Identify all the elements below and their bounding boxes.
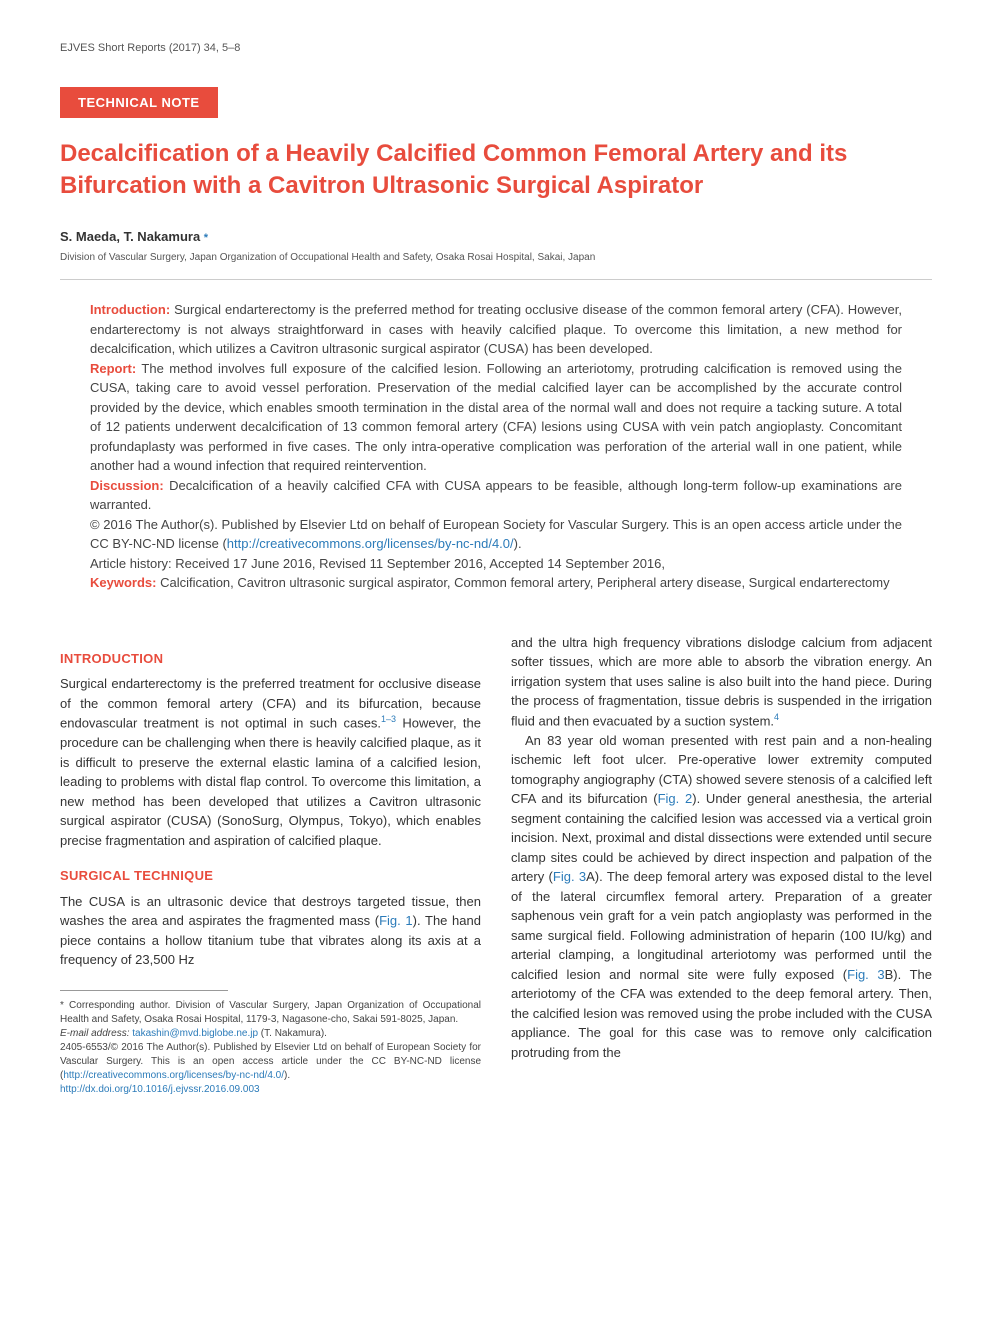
email-footnote: E-mail address: takashin@mvd.biglobe.ne.… xyxy=(60,1027,481,1041)
report-label: Report: xyxy=(90,361,136,376)
article-title: Decalcification of a Heavily Calcified C… xyxy=(60,138,932,203)
corresponding-mark: * xyxy=(204,232,208,244)
email-link[interactable]: takashin@mvd.biglobe.ne.jp xyxy=(129,1028,258,1039)
article-type-badge: TECHNICAL NOTE xyxy=(60,87,218,119)
abstract-discussion: Discussion: Decalcification of a heavily… xyxy=(90,476,902,515)
discussion-label: Discussion: xyxy=(90,478,164,493)
report-text: The method involves full exposure of the… xyxy=(90,361,902,474)
intro-heading: INTRODUCTION xyxy=(60,649,481,669)
keywords-row: Keywords: Calcification, Cavitron ultras… xyxy=(90,573,902,593)
fig2-link[interactable]: Fig. 2 xyxy=(658,791,693,806)
technique-heading: SURGICAL TECHNIQUE xyxy=(60,866,481,886)
footnote-separator xyxy=(60,990,228,991)
copyright-line: © 2016 The Author(s). Published by Elsev… xyxy=(90,515,902,554)
copyright-close: ). xyxy=(514,536,522,551)
col2-p1: and the ultra high frequency vibrations … xyxy=(511,633,932,731)
keywords-label: Keywords: xyxy=(90,575,156,590)
license-link[interactable]: http://creativecommons.org/licenses/by-n… xyxy=(227,536,514,551)
ref-1-3[interactable]: 1–3 xyxy=(381,714,396,724)
doi-footnote: http://dx.doi.org/10.1016/j.ejvssr.2016.… xyxy=(60,1083,481,1097)
right-column: and the ultra high frequency vibrations … xyxy=(511,633,932,1097)
discussion-text: Decalcification of a heavily calcified C… xyxy=(90,478,902,513)
keywords-text: Calcification, Cavitron ultrasonic surgi… xyxy=(156,575,889,590)
fig3b-link[interactable]: Fig. 3 xyxy=(847,967,885,982)
issn-license-link[interactable]: http://creativecommons.org/licenses/by-n… xyxy=(63,1070,284,1081)
col2-p1a: and the ultra high frequency vibrations … xyxy=(511,635,932,728)
corresponding-author-footnote: * Corresponding author. Division of Vasc… xyxy=(60,999,481,1027)
intro-label: Introduction: xyxy=(90,302,170,317)
abstract-intro: Introduction: Surgical endarterectomy is… xyxy=(90,300,902,359)
doi-link[interactable]: http://dx.doi.org/10.1016/j.ejvssr.2016.… xyxy=(60,1084,260,1095)
journal-citation: EJVES Short Reports (2017) 34, 5–8 xyxy=(60,40,932,57)
intro-paragraph: Surgical endarterectomy is the preferred… xyxy=(60,674,481,850)
fig3a-link[interactable]: Fig. 3 xyxy=(553,869,586,884)
email-label: E-mail address: xyxy=(60,1028,129,1039)
affiliation: Division of Vascular Surgery, Japan Orga… xyxy=(60,250,932,280)
col2-p2: An 83 year old woman presented with rest… xyxy=(511,731,932,1063)
abstract-report: Report: The method involves full exposur… xyxy=(90,359,902,476)
issn-close: ). xyxy=(284,1070,290,1081)
author-list: S. Maeda, T. Nakamura * xyxy=(60,227,932,247)
abstract-block: Introduction: Surgical endarterectomy is… xyxy=(60,300,932,613)
intro-p1b: However, the procedure can be challengin… xyxy=(60,716,481,848)
issn-footnote: 2405-6553/© 2016 The Author(s). Publishe… xyxy=(60,1041,481,1083)
left-column: INTRODUCTION Surgical endarterectomy is … xyxy=(60,633,481,1097)
article-history: Article history: Received 17 June 2016, … xyxy=(90,554,902,574)
fig1-link[interactable]: Fig. 1 xyxy=(379,913,413,928)
email-suffix: (T. Nakamura). xyxy=(258,1028,327,1039)
ref-4[interactable]: 4 xyxy=(774,712,779,722)
col2-p2c: A). The deep femoral artery was exposed … xyxy=(511,869,932,982)
body-columns: INTRODUCTION Surgical endarterectomy is … xyxy=(60,633,932,1097)
authors-text: S. Maeda, T. Nakamura xyxy=(60,229,200,244)
technique-paragraph: The CUSA is an ultrasonic device that de… xyxy=(60,892,481,970)
intro-text: Surgical endarterectomy is the preferred… xyxy=(90,302,902,356)
